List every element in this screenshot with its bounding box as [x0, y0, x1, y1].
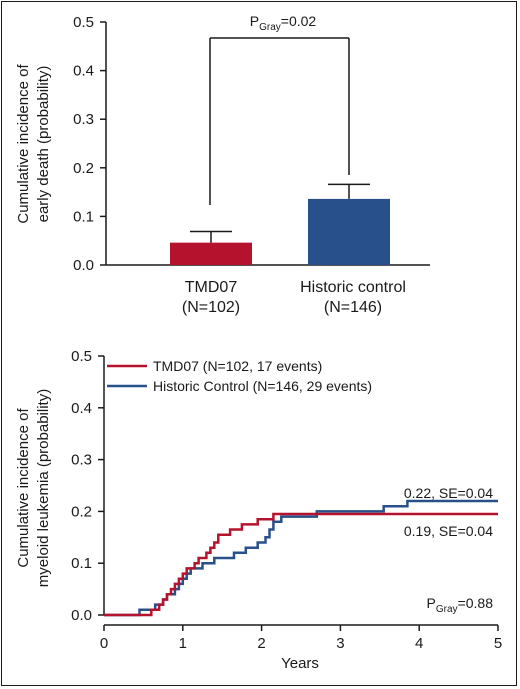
bar-category-tmd07: TMD07 — [185, 279, 238, 296]
legend-label-tmd07: TMD07 (N=102, 17 events) — [153, 358, 322, 374]
bar-y-tick-label: 0.4 — [73, 63, 94, 80]
bar-y-tick-label: 0.2 — [73, 160, 94, 177]
bar-p-value: PGray=0.02 — [250, 13, 317, 33]
bar-y-tick-label: 0.3 — [73, 111, 94, 128]
line-x-axis-ticks: 0 1 2 3 4 5 — [100, 625, 502, 652]
line-y-axis-ticks: 0.0 0.1 0.2 0.3 0.4 0.5 — [71, 348, 104, 624]
line-y-tick-label: 0.0 — [71, 607, 92, 624]
bar-chart: 0.0 0.1 0.2 0.3 0.4 0.5 Cumulative incidence … — [15, 13, 430, 316]
bar-y-axis-label-line1: Cumulative incidence of — [15, 64, 32, 224]
bar-category-historic-n: (N=146) — [324, 299, 382, 316]
bar-category-historic: Historic control — [300, 279, 406, 296]
line-y-tick-label: 0.3 — [71, 452, 92, 469]
line-x-tick-label: 4 — [415, 635, 423, 652]
series-tmd07-line — [104, 512, 498, 617]
series-historic-control-line — [104, 499, 498, 617]
line-y-tick-label: 0.4 — [71, 400, 92, 417]
line-y-axis-label-line2: myeloid leukemia (probability) — [35, 389, 52, 587]
bar-y-tick-label: 0.5 — [73, 14, 94, 31]
line-p-value: PGray=0.88 — [427, 595, 494, 615]
bar-category-tmd07-n: (N=102) — [182, 299, 240, 316]
end-label-historic: 0.22, SE=0.04 — [404, 485, 493, 501]
bar-y-axis-label-line2: early death (probability) — [35, 66, 52, 223]
end-label-tmd07: 0.19, SE=0.04 — [404, 523, 493, 539]
bar-y-axis-ticks: 0.0 0.1 0.2 0.3 0.4 0.5 — [73, 14, 106, 274]
line-x-tick-label: 2 — [257, 635, 265, 652]
error-bar-historic-control — [328, 183, 370, 199]
bar-y-tick-label: 0.1 — [73, 208, 94, 225]
line-y-tick-label: 0.5 — [71, 348, 92, 365]
line-x-axis-label: Years — [281, 655, 319, 672]
significance-bracket — [209, 37, 350, 205]
bar-tmd07 — [170, 242, 252, 265]
line-x-tick-label: 5 — [494, 635, 502, 652]
legend-label-historic: Historic Control (N=146, 29 events) — [153, 378, 372, 394]
line-y-tick-label: 0.2 — [71, 503, 92, 520]
line-x-tick-label: 1 — [179, 635, 187, 652]
incidence-chart: 0.0 0.1 0.2 0.3 0.4 0.5 0 1 2 3 4 5 Cumulative inc… — [15, 348, 502, 672]
bar-y-tick-label: 0.0 — [73, 257, 94, 274]
line-y-tick-label: 0.1 — [71, 555, 92, 572]
legend: TMD07 (N=102, 17 events) Historic Contro… — [107, 358, 372, 394]
bar-historic-control — [308, 198, 390, 265]
error-bar-tmd07 — [190, 230, 232, 243]
line-y-axis-label-line1: Cumulative incidence of — [15, 408, 32, 568]
line-x-tick-label: 0 — [100, 635, 108, 652]
line-x-tick-label: 3 — [336, 635, 344, 652]
